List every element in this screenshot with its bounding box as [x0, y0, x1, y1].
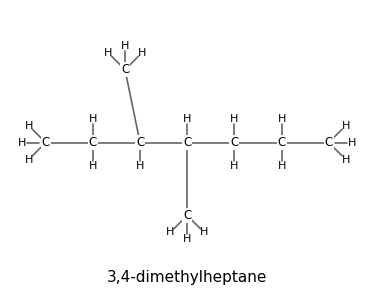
Text: H: H [348, 138, 357, 148]
Text: H: H [18, 138, 26, 148]
Text: H: H [277, 161, 286, 171]
Text: C: C [183, 136, 192, 149]
Text: H: H [230, 114, 239, 124]
Text: C: C [41, 136, 50, 149]
Text: C: C [325, 136, 333, 149]
Text: H: H [121, 41, 129, 51]
Text: H: H [166, 227, 174, 238]
Text: H: H [183, 114, 192, 124]
Text: H: H [136, 161, 144, 171]
Text: C: C [121, 63, 129, 76]
Text: H: H [88, 161, 97, 171]
Text: H: H [25, 121, 33, 131]
Text: H: H [200, 227, 208, 238]
Text: H: H [25, 155, 33, 164]
Text: H: H [230, 161, 239, 171]
Text: C: C [183, 209, 192, 222]
Text: H: H [183, 234, 192, 244]
Text: C: C [136, 136, 144, 149]
Text: C: C [89, 136, 97, 149]
Text: 3,4-dimethylheptane: 3,4-dimethylheptane [107, 270, 267, 285]
Text: H: H [342, 155, 350, 164]
Text: H: H [138, 48, 146, 58]
Text: H: H [88, 114, 97, 124]
Text: H: H [342, 121, 350, 131]
Text: H: H [277, 114, 286, 124]
Text: C: C [277, 136, 286, 149]
Text: C: C [230, 136, 239, 149]
Text: H: H [104, 48, 112, 58]
